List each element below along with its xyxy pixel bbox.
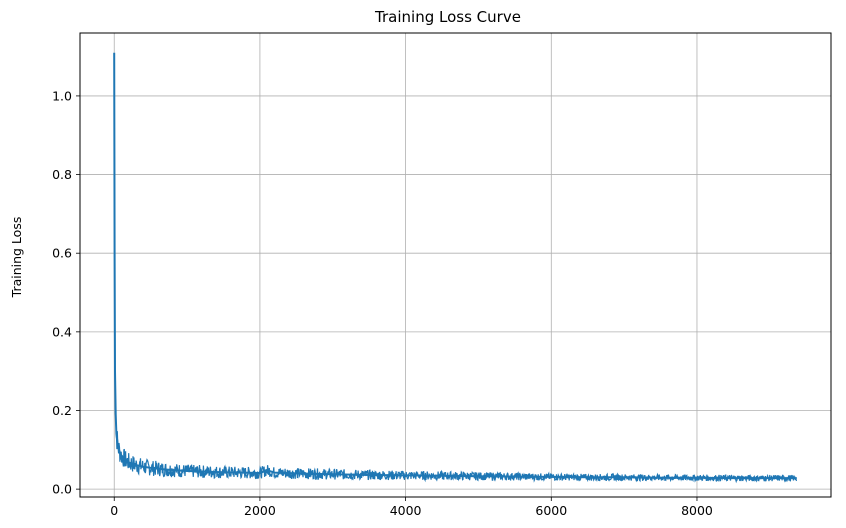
y-tick-label: 0.2 (52, 403, 72, 418)
series-line (113, 52, 797, 480)
y-tick-label: 0.8 (52, 167, 72, 182)
chart-title: Training Loss Curve (374, 8, 521, 26)
series-noise-line (113, 52, 798, 484)
plot-frame (79, 32, 832, 498)
x-tick-label: 2000 (244, 503, 276, 518)
y-tick-label: 0.6 (52, 246, 72, 261)
x-axis-ticks: 0 2000 4000 6000 8000 (110, 497, 713, 518)
series-line-group (113, 52, 797, 480)
y-axis-ticks: 0.0 0.2 0.4 0.6 0.8 1.0 (52, 88, 80, 497)
grid (80, 33, 831, 497)
y-tick-label: 0.4 (52, 324, 72, 339)
x-tick-label: 8000 (681, 503, 713, 518)
y-axis-label: Training Loss (9, 217, 24, 299)
noise-band (113, 52, 798, 484)
x-tick-label: 6000 (535, 503, 567, 518)
x-tick-label: 0 (110, 503, 118, 518)
y-tick-label: 0.0 (52, 482, 72, 497)
y-tick-label: 1.0 (52, 88, 72, 103)
x-tick-label: 4000 (390, 503, 422, 518)
